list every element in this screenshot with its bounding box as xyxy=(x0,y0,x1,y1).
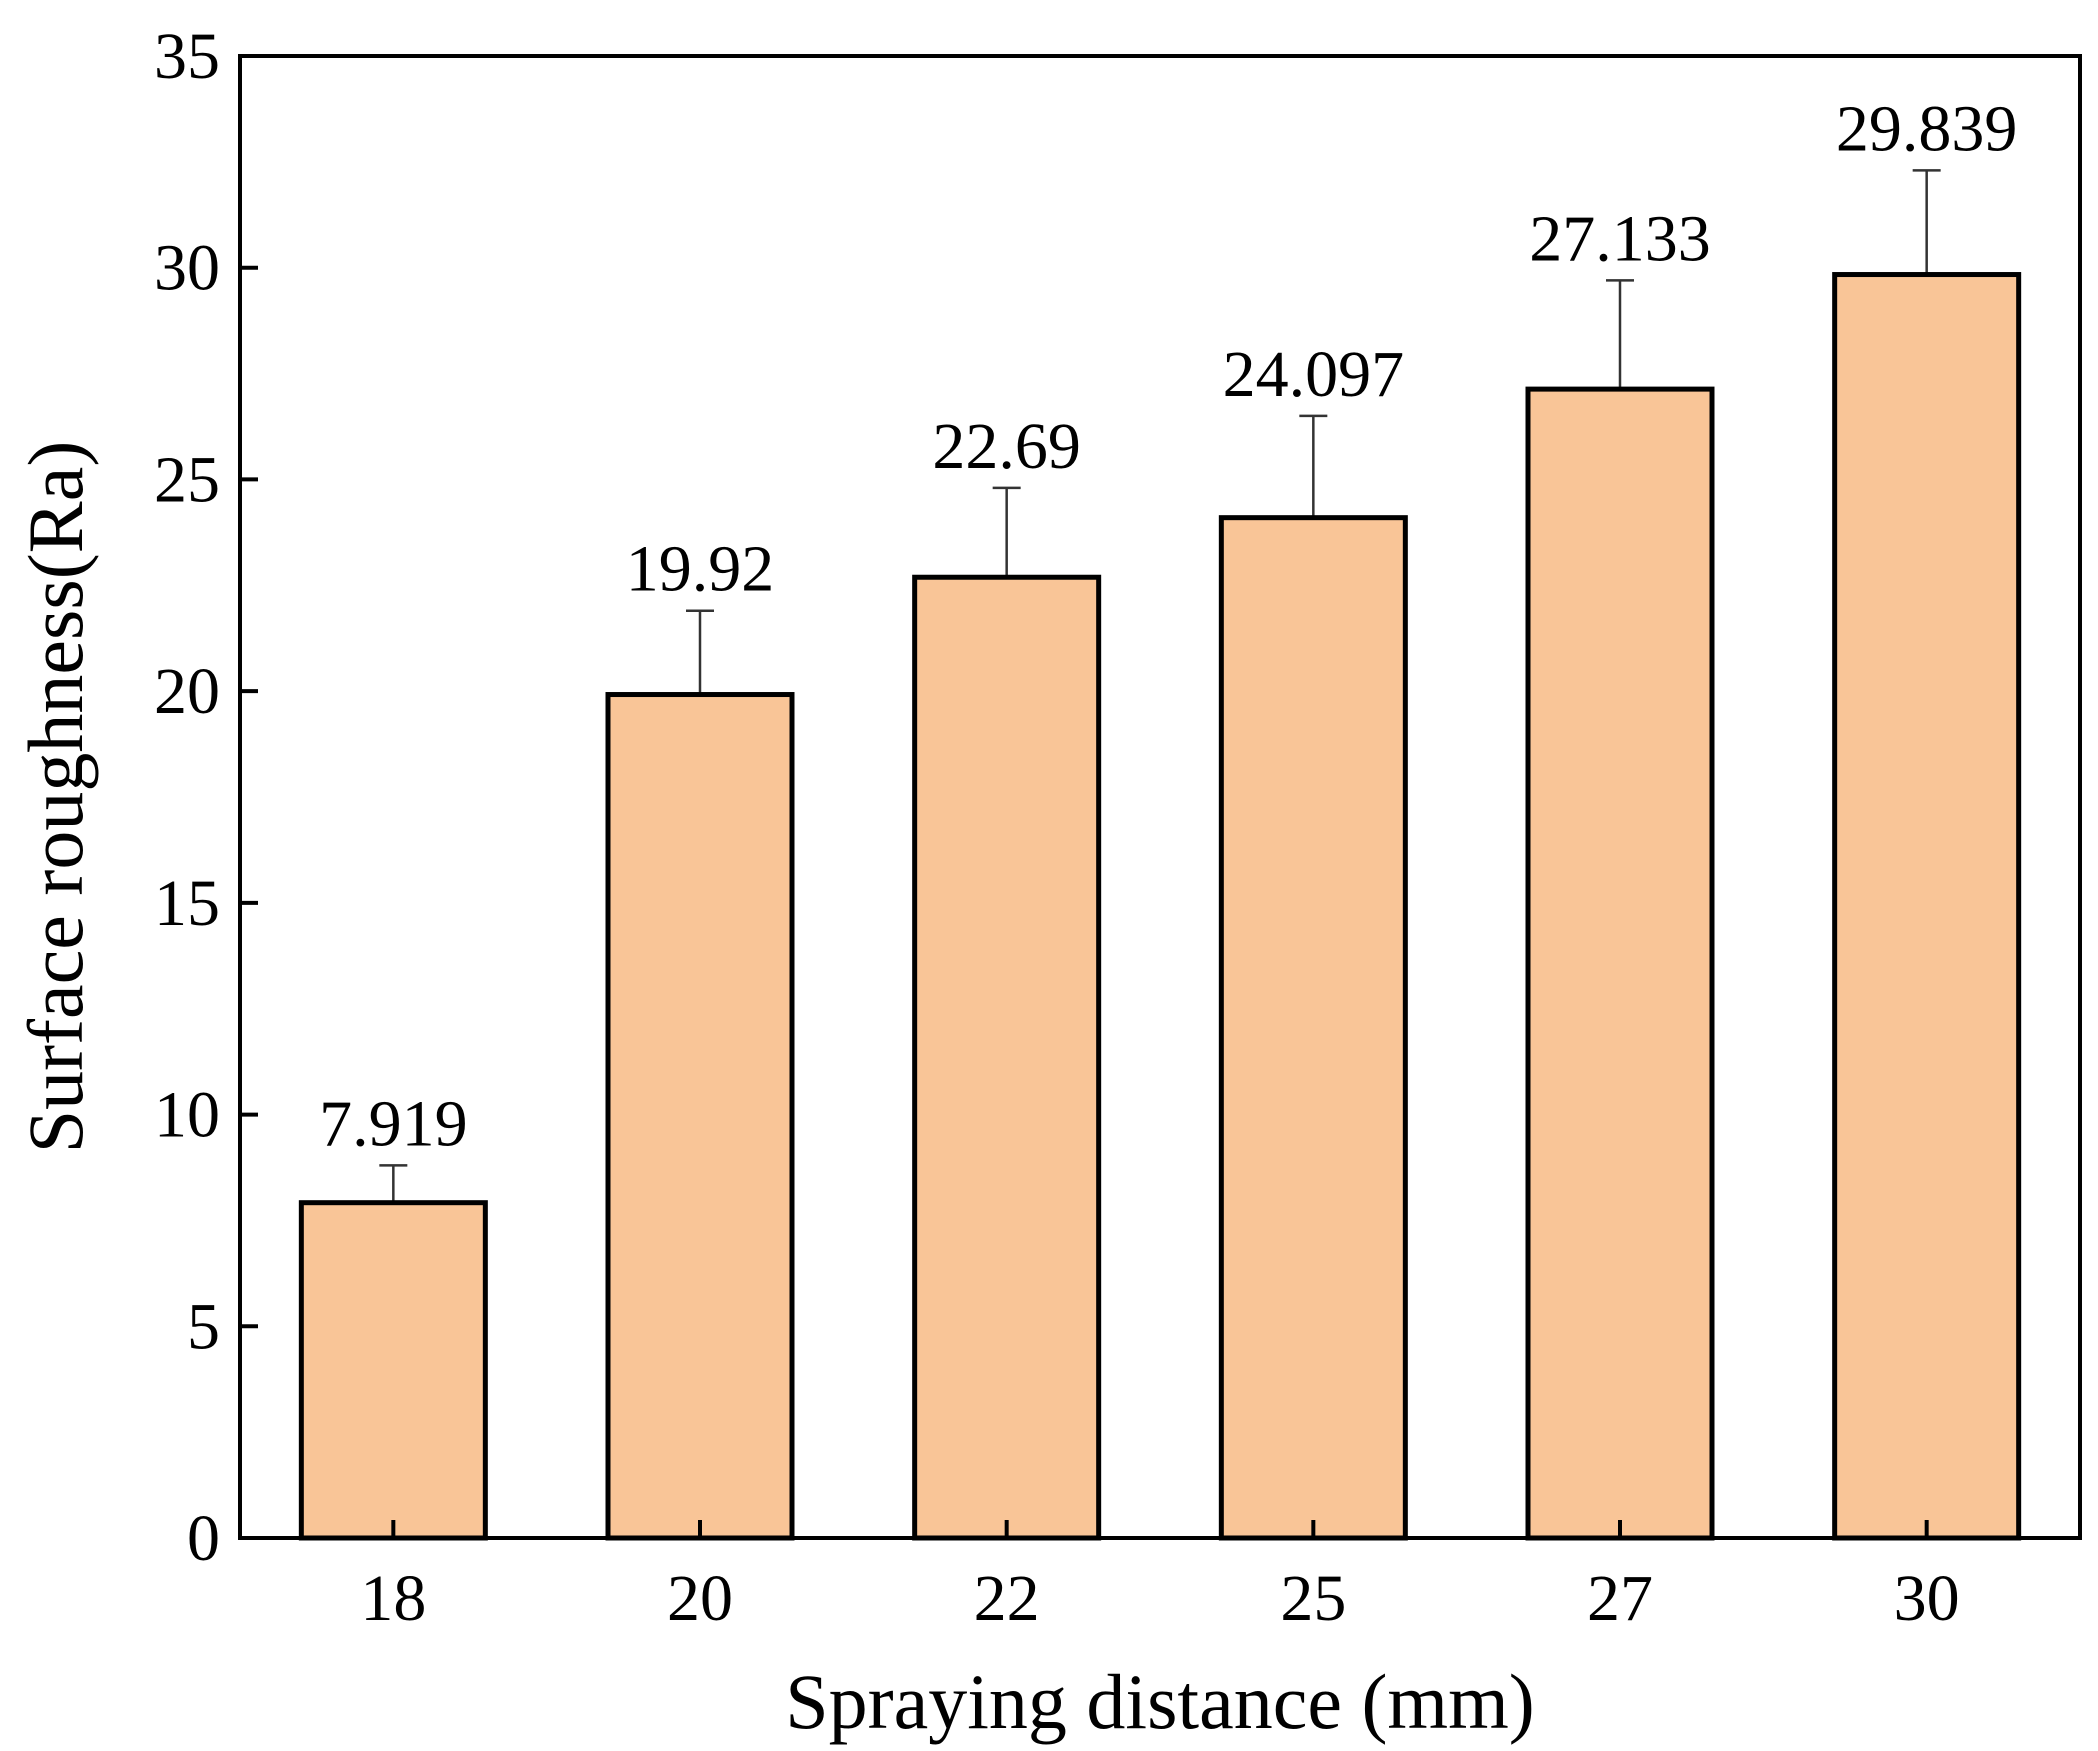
plot-frame xyxy=(238,54,2082,1540)
bar-value-label: 29.839 xyxy=(1836,92,2018,165)
y-axis: 0 5 10 15 20 25 30 35 xyxy=(154,20,258,1575)
y-tick-label: 35 xyxy=(154,20,220,93)
bar-value-label: 24.097 xyxy=(1223,338,1405,411)
x-tick-label: 25 xyxy=(1280,1562,1346,1635)
y-tick-label: 10 xyxy=(154,1079,220,1152)
x-tick-label: 30 xyxy=(1894,1562,1960,1635)
y-axis-title: Surface roughness(Ra) xyxy=(12,441,99,1154)
x-tick-label: 18 xyxy=(360,1562,426,1635)
data-labels: 7.919 19.92 22.69 24.097 27.133 29.839 xyxy=(319,92,2017,1160)
x-tick-label: 27 xyxy=(1587,1562,1653,1635)
bar-value-label: 22.69 xyxy=(932,410,1081,483)
bar-value-label: 19.92 xyxy=(626,533,775,606)
y-tick-label: 20 xyxy=(154,655,220,728)
y-tick-label: 30 xyxy=(154,232,220,305)
bar-value-label: 7.919 xyxy=(319,1087,468,1160)
bar xyxy=(605,692,795,1541)
bars xyxy=(298,272,2022,1541)
x-tick-label: 20 xyxy=(667,1562,733,1635)
y-tick-label: 15 xyxy=(154,867,220,940)
bar xyxy=(1525,386,1715,1541)
bar xyxy=(298,1200,488,1541)
y-tick-label: 25 xyxy=(154,443,220,516)
bar xyxy=(1218,515,1408,1541)
x-tick-label: 22 xyxy=(974,1562,1040,1635)
y-tick-label: 0 xyxy=(187,1502,220,1575)
x-axis-title: Spraying distance (mm) xyxy=(785,1658,1535,1745)
bar xyxy=(912,574,1102,1541)
y-tick-label: 5 xyxy=(187,1290,220,1363)
bar-value-label: 27.133 xyxy=(1529,202,1711,275)
x-axis: 18 20 22 25 27 30 xyxy=(360,1520,1960,1635)
bar xyxy=(1832,272,2022,1541)
